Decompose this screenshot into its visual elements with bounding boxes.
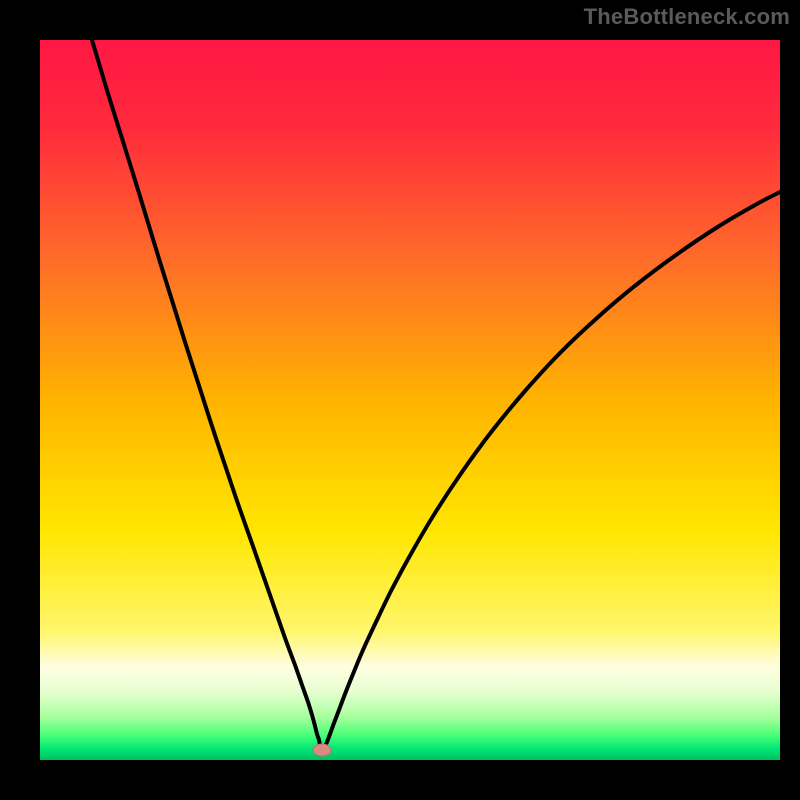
chart-svg [40,40,780,760]
plot-area [40,40,780,760]
optimum-marker [313,744,331,756]
chart-frame: TheBottleneck.com [0,0,800,800]
gradient-background [40,40,780,760]
watermark-text: TheBottleneck.com [584,4,790,30]
